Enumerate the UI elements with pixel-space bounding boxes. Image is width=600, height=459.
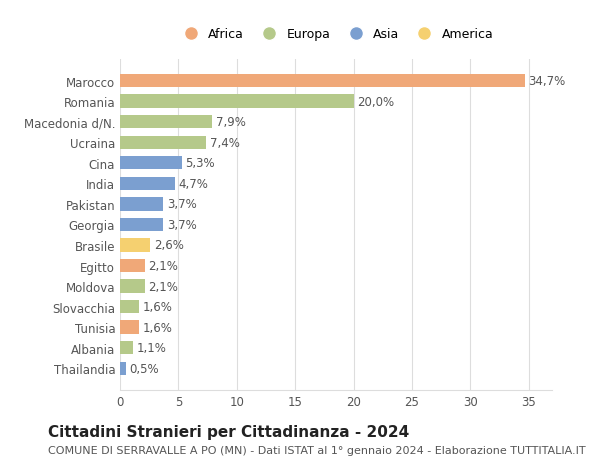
Text: 2,1%: 2,1% xyxy=(148,259,178,272)
Text: COMUNE DI SERRAVALLE A PO (MN) - Dati ISTAT al 1° gennaio 2024 - Elaborazione TU: COMUNE DI SERRAVALLE A PO (MN) - Dati IS… xyxy=(48,445,586,455)
Bar xyxy=(120,177,175,190)
Bar xyxy=(120,300,139,313)
Text: 34,7%: 34,7% xyxy=(529,75,566,88)
Text: 5,3%: 5,3% xyxy=(185,157,215,170)
Bar xyxy=(120,280,145,293)
Bar xyxy=(120,157,182,170)
Text: 0,5%: 0,5% xyxy=(130,362,159,375)
Text: Cittadini Stranieri per Cittadinanza - 2024: Cittadini Stranieri per Cittadinanza - 2… xyxy=(48,425,409,440)
Text: 3,7%: 3,7% xyxy=(167,198,196,211)
Text: 2,1%: 2,1% xyxy=(148,280,178,293)
Text: 2,6%: 2,6% xyxy=(154,239,184,252)
Bar xyxy=(120,341,133,355)
Text: 3,7%: 3,7% xyxy=(167,218,196,231)
Text: 1,6%: 1,6% xyxy=(142,301,172,313)
Bar xyxy=(120,259,145,273)
Legend: Africa, Europa, Asia, America: Africa, Europa, Asia, America xyxy=(173,23,499,46)
Bar xyxy=(120,321,139,334)
Bar xyxy=(120,218,163,232)
Text: 4,7%: 4,7% xyxy=(178,178,208,190)
Bar xyxy=(120,136,206,150)
Bar xyxy=(120,75,525,88)
Text: 1,6%: 1,6% xyxy=(142,321,172,334)
Bar xyxy=(120,239,151,252)
Bar xyxy=(120,95,353,108)
Text: 7,9%: 7,9% xyxy=(216,116,245,129)
Text: 20,0%: 20,0% xyxy=(357,95,394,108)
Bar xyxy=(120,362,126,375)
Text: 7,4%: 7,4% xyxy=(210,136,240,149)
Text: 1,1%: 1,1% xyxy=(136,341,166,354)
Bar xyxy=(120,116,212,129)
Bar xyxy=(120,198,163,211)
